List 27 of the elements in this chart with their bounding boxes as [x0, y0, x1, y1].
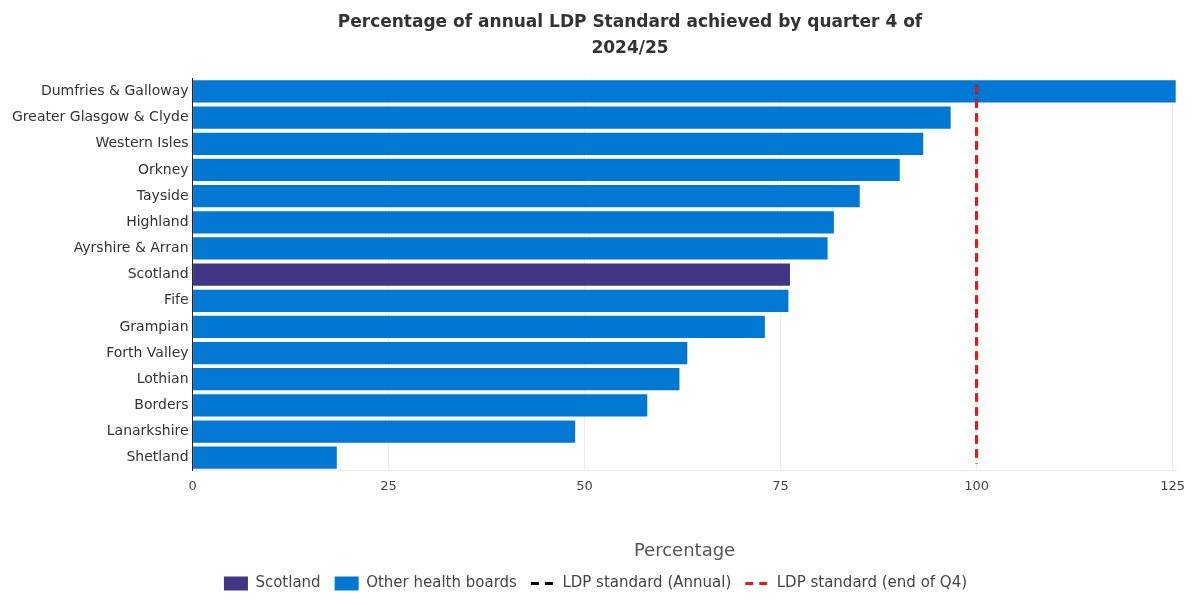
y-tick-label: Highland — [126, 212, 189, 229]
legend-label: Other health boards — [366, 573, 518, 592]
y-tick-label: Borders — [134, 396, 189, 413]
y-tick-label: Lothian — [136, 369, 189, 386]
legend-label: LDP standard (end of Q4) — [776, 573, 968, 592]
x-tick-label: 125 — [1160, 477, 1185, 493]
y-tick-label: Greater Glasgow & Clyde — [11, 108, 189, 125]
y-tick-label: Tayside — [135, 186, 189, 203]
x-tick-label: 25 — [380, 477, 397, 493]
legend-label: Scotland — [255, 573, 321, 592]
y-tick-label: Shetland — [126, 448, 189, 465]
chart-title: Percentage of annual LDP Standard achieved by quarter 4 of 2024/25 — [336, 10, 924, 59]
y-tick-label: Scotland — [127, 265, 189, 282]
y-tick-label: Fife — [164, 291, 189, 308]
y-tick-label: Western Isles — [95, 134, 189, 151]
x-tick-label: 75 — [772, 477, 789, 493]
y-tick-label: Grampian — [119, 317, 189, 334]
x-tick-label: 0 — [188, 477, 197, 493]
y-tick-label: Ayrshire & Arran — [73, 239, 189, 256]
x-tick-label: 100 — [964, 477, 989, 493]
x-tick-label: 50 — [576, 477, 593, 493]
y-tick-label: Orkney — [137, 160, 189, 177]
y-tick-label: Lanarkshire — [106, 422, 189, 439]
x-axis-title: Percentage — [633, 538, 736, 560]
y-tick-label: Forth Valley — [106, 343, 189, 360]
y-tick-label: Dumfries & Galloway — [40, 82, 189, 99]
legend-label: LDP standard (Annual) — [562, 573, 732, 592]
